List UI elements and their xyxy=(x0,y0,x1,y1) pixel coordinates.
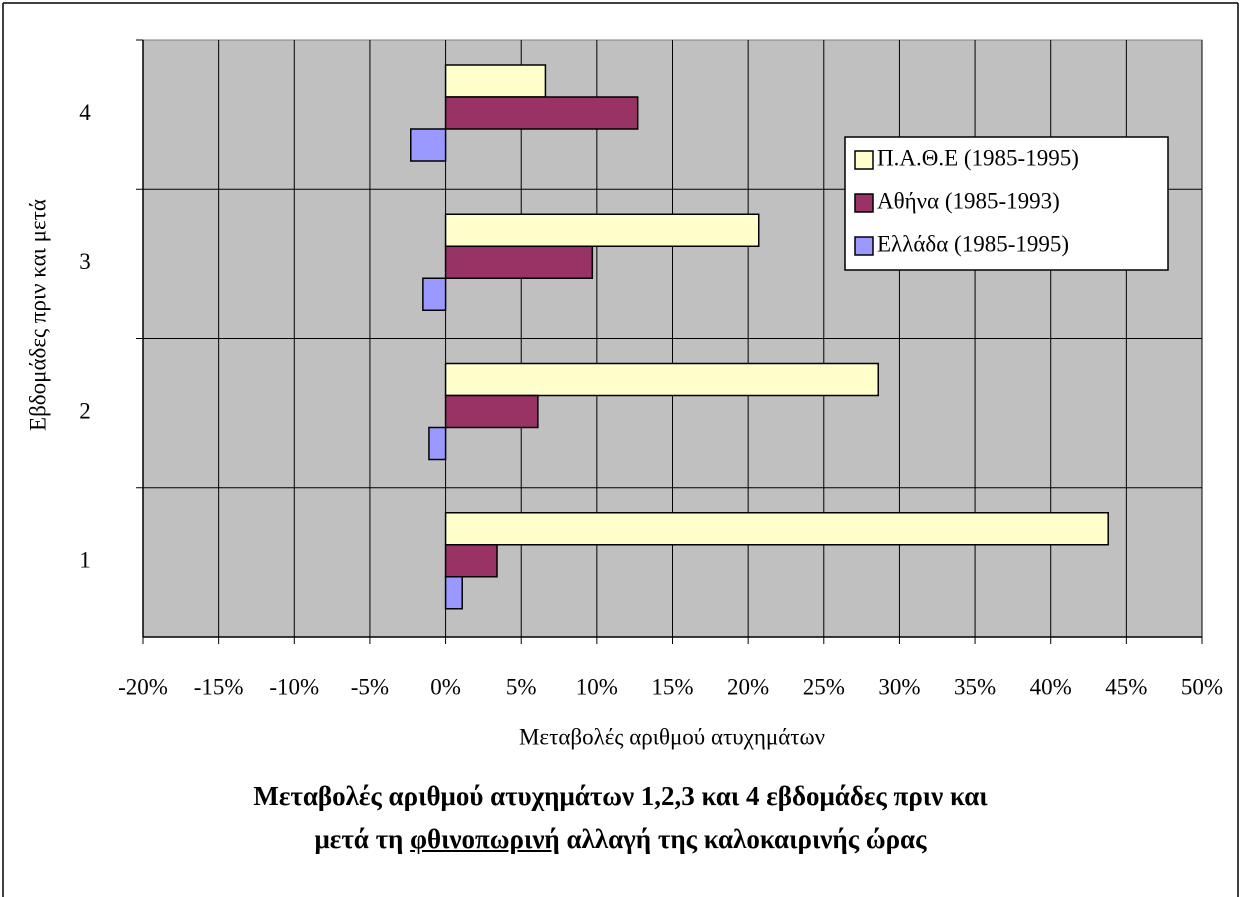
bar xyxy=(444,213,760,247)
x-tick-label: -5% xyxy=(351,674,389,699)
x-tick-label: 35% xyxy=(954,674,996,699)
y-tick-label: 2 xyxy=(79,398,91,423)
bar xyxy=(444,544,498,578)
bar xyxy=(428,426,447,461)
chart-title: Μεταβολές αριθμού ατυχημάτων 1,2,3 και 4… xyxy=(0,775,1241,861)
x-tick-label: 15% xyxy=(651,674,693,699)
bar xyxy=(444,245,594,279)
legend-label: Ελλάδα (1985-1995) xyxy=(877,231,1069,256)
y-tick-label: 3 xyxy=(79,249,91,274)
legend-swatch xyxy=(854,150,874,170)
title-part: φθινοπωρινή xyxy=(410,824,560,854)
legend-swatch xyxy=(854,193,874,213)
x-tick-label: -15% xyxy=(194,674,244,699)
title-part: μετά τη xyxy=(314,824,404,854)
legend-label: Αθήνα (1985-1993) xyxy=(877,188,1060,213)
x-tick-label: 5% xyxy=(506,674,537,699)
x-axis-title: Μεταβολές αριθμού ατυχημάτων xyxy=(519,724,825,749)
bar xyxy=(444,96,639,130)
legend-swatch xyxy=(854,236,874,256)
y-tick-label: 1 xyxy=(79,548,91,573)
x-tick-label: -10% xyxy=(269,674,319,699)
x-tick-label: 50% xyxy=(1181,674,1223,699)
title-line: Μεταβολές αριθμού ατυχημάτων 1,2,3 και 4… xyxy=(253,781,988,811)
bar xyxy=(410,128,447,162)
x-tick-label: 20% xyxy=(727,674,769,699)
bar xyxy=(444,362,879,397)
x-tick-label: 10% xyxy=(576,674,618,699)
bar xyxy=(444,394,539,429)
legend-label: Π.Α.Θ.Ε (1985-1995) xyxy=(877,145,1079,170)
bar xyxy=(422,277,447,311)
y-tick-label: 4 xyxy=(79,100,91,125)
bar xyxy=(444,64,547,98)
x-tick-label: 40% xyxy=(1030,674,1072,699)
x-tick-label: 45% xyxy=(1105,674,1147,699)
title-line: μετά τη φθινοπωρινή αλλαγή της καλοκαιρι… xyxy=(0,818,1241,861)
plot-area: -20% -15% -10% -5% 0% 5% 10% 15% 20% 25% 30% 35% 40%… xyxy=(79,39,1223,699)
x-tick-label: 30% xyxy=(878,674,920,699)
bar xyxy=(444,576,463,610)
x-tick-label: -20% xyxy=(118,674,168,699)
title-part: αλλαγή της καλοκαιρινής ώρας xyxy=(566,824,927,854)
legend xyxy=(844,136,1169,271)
y-axis-title: Εβδομάδες πριν και μετά xyxy=(25,199,50,431)
bar xyxy=(444,512,1109,546)
x-tick-label: 0% xyxy=(430,674,461,699)
x-tick-label: 25% xyxy=(803,674,845,699)
